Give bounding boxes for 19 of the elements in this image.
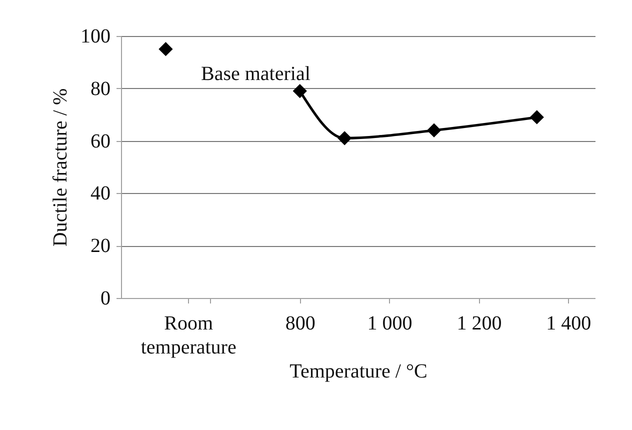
x-tick-label: Room temperature [140,312,236,358]
x-tick-label: 1 400 [546,312,592,334]
point [292,84,307,98]
point [426,123,442,138]
y-tick-label: 100 [80,26,110,48]
y-tick-label: 20 [90,235,110,258]
x-axis-title: Temperature / °C [290,360,428,382]
y-tick-label: 80 [90,78,110,100]
x-tick-label: 800 [285,312,316,334]
y-tick-label: 60 [90,130,110,152]
x-tick-label: 1 000 [367,312,412,334]
point [530,110,544,124]
annotation: Base material [201,63,311,85]
y-axis-title: Ductile fracture / % [50,88,72,247]
x-tick-label: 1 200 [456,312,502,334]
point [158,42,173,56]
y-tick-label: 40 [90,182,110,205]
y-tick-label: 0 [100,288,110,310]
point [338,131,352,146]
